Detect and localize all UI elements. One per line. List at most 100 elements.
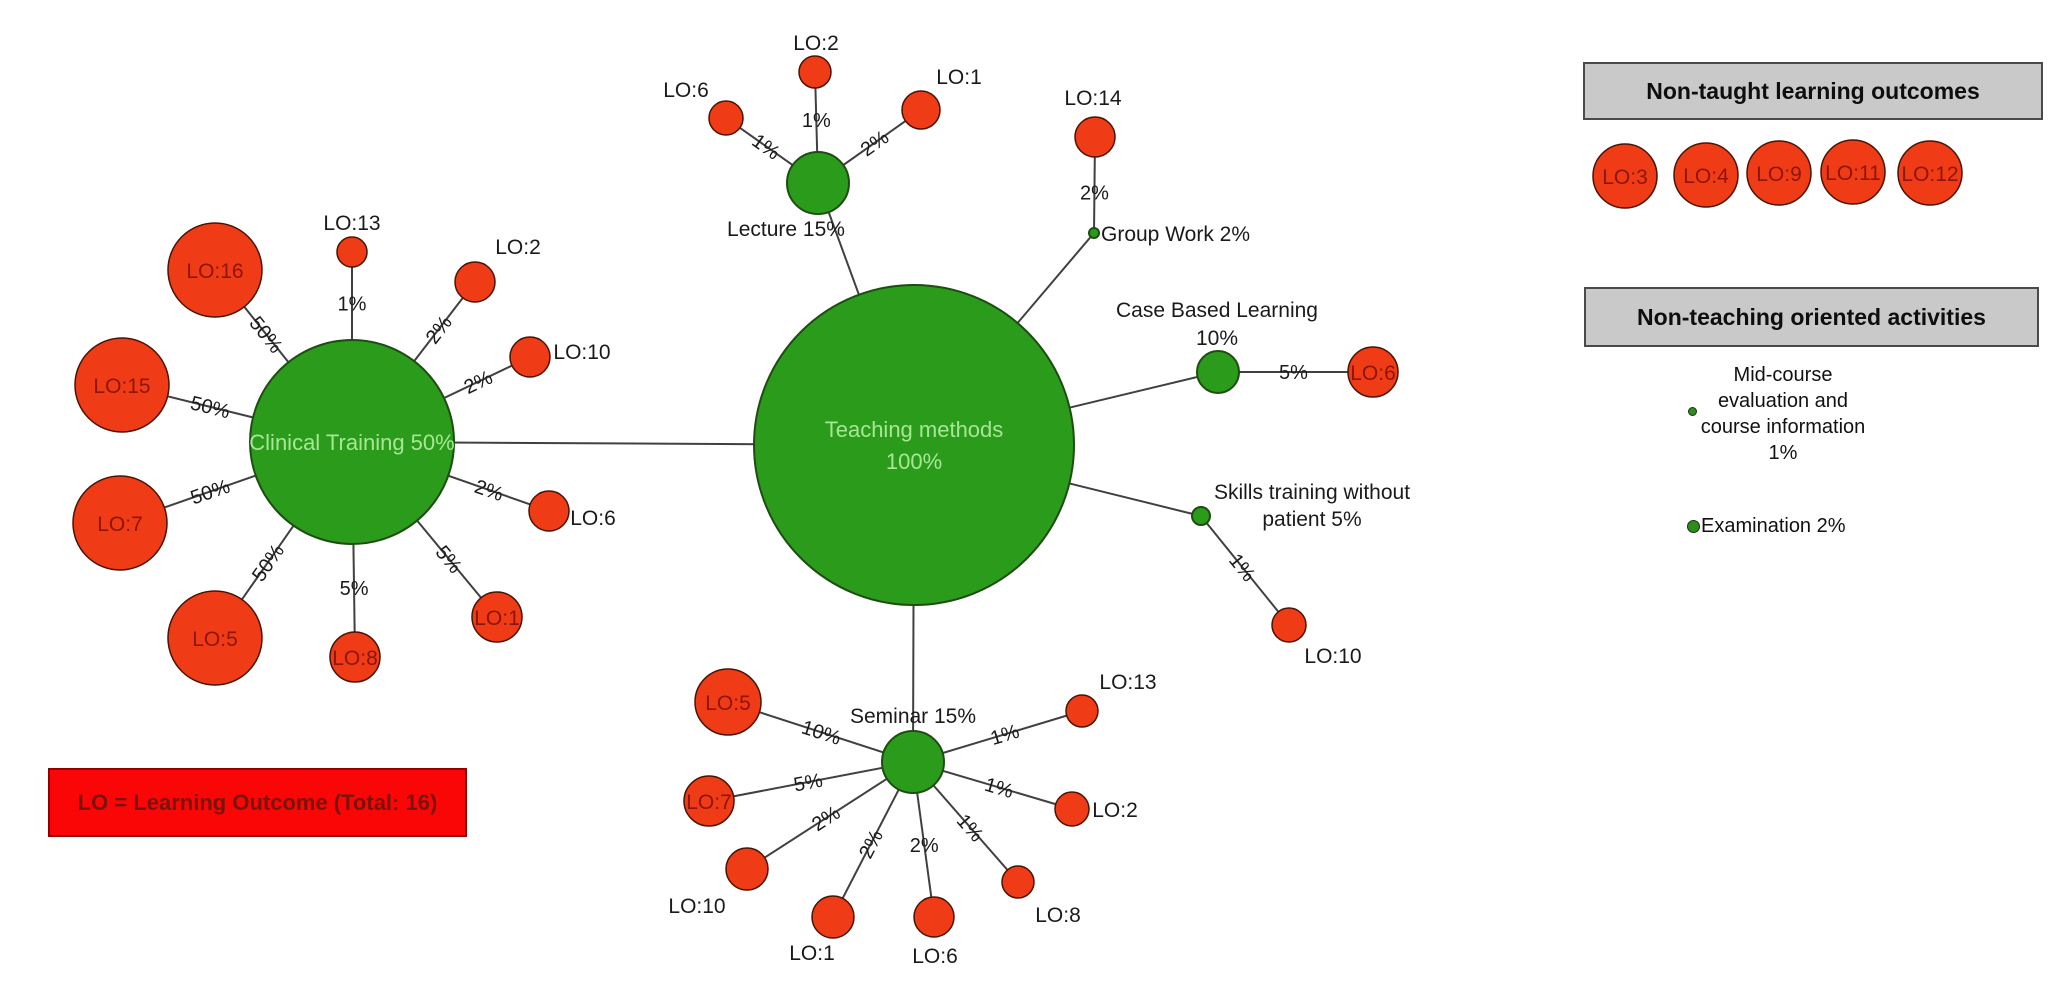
node-c13 [336, 236, 368, 268]
edge-label-clinical-c5: 50% [248, 540, 289, 586]
midcourse-line: Mid-course [1733, 364, 1833, 386]
node-se7 [683, 775, 735, 827]
non-teaching-header-label: Non-teaching oriented activities [1637, 303, 1986, 330]
midcourse-line: course information [1700, 416, 1866, 438]
label-r9: LO:9 [1756, 163, 1802, 186]
edge-label-seminar-se1: 2% [855, 826, 888, 862]
edge-label-clinical-c6: 2% [472, 476, 507, 506]
node-c16 [167, 222, 263, 318]
label-se6: LO:6 [912, 945, 958, 968]
edge-label-seminar-se5: 10% [799, 717, 844, 750]
edge-label-lecture-l1: 2% [857, 126, 893, 161]
edge-label-clinical-c8: 5% [340, 578, 369, 600]
node-r4 [1673, 142, 1739, 208]
label-skills-1: patient 5% [1262, 508, 1361, 531]
label-c16: LO:16 [186, 260, 243, 283]
node-c7 [72, 475, 168, 571]
midcourse-dot-icon [1688, 407, 1697, 416]
edge-label-seminar-se6: 2% [910, 835, 939, 857]
node-skills [1191, 506, 1211, 526]
label-teaching-1: 100% [886, 449, 942, 474]
node-cbl [1196, 350, 1240, 394]
node-l2 [798, 55, 832, 89]
labels-layer: 1%1%2%2%5%1%50%1%2%2%50%50% 2%50%5%5%10%5… [93, 32, 1958, 968]
label-c6: LO:6 [570, 507, 616, 530]
node-c2 [454, 261, 496, 303]
label-l1: LO:1 [936, 66, 982, 89]
node-l1 [901, 90, 941, 130]
label-seminar: Seminar 15% [850, 705, 976, 728]
edge-label-clinical-c13: 1% [338, 294, 367, 316]
edge-label-seminar-se10: 2% [808, 802, 844, 836]
node-c10 [509, 336, 551, 378]
label-c8: LO:8 [332, 647, 378, 670]
label-skills: Skills training without [1214, 481, 1410, 504]
edge-label-clinical-c7: 50% [188, 475, 233, 509]
node-c8 [329, 631, 381, 683]
node-se10 [725, 847, 769, 891]
node-c1 [471, 591, 523, 643]
node-cb6 [1347, 346, 1399, 398]
label-cbl: Case Based Learning [1116, 299, 1318, 322]
label-lecture: Lecture 15% [727, 218, 845, 241]
examination-label: Examination 2% [1701, 514, 1846, 537]
node-se2 [1054, 791, 1090, 827]
node-c5 [167, 590, 263, 686]
label-r12: LO:12 [1901, 163, 1958, 186]
label-groupwork: Group Work 2% [1101, 223, 1250, 246]
label-se8: LO:8 [1035, 904, 1081, 927]
edge-label-lecture-l2: 1% [802, 110, 831, 132]
label-c7: LO:7 [97, 513, 143, 536]
edge-label-seminar-se7: 5% [792, 769, 825, 796]
node-s10 [1271, 607, 1307, 643]
node-se5 [694, 668, 762, 736]
nodes-layer [72, 55, 1963, 939]
edge-seminar-se10 [746, 761, 914, 870]
legend-text: LO = Learning Outcome (Total: 16) [77, 789, 438, 815]
node-se6 [913, 896, 955, 938]
midcourse-activity: Mid-course evaluation and course informa… [1683, 362, 1883, 466]
label-l6: LO:6 [663, 79, 709, 102]
label-c15: LO:15 [93, 375, 150, 398]
label-se13: LO:13 [1099, 671, 1156, 694]
edge-label-clinical-c15: 50% [188, 392, 232, 423]
node-se8 [1001, 865, 1035, 899]
edge-label-clinical-c10: 2% [461, 366, 497, 398]
label-c5: LO:5 [192, 628, 238, 651]
label-cbl-1: 10% [1196, 327, 1238, 350]
label-clinical: Clinical Training 50% [249, 430, 454, 455]
node-clinical [249, 339, 455, 545]
label-teaching: Teaching methods [825, 417, 1004, 442]
label-c13: LO:13 [323, 212, 380, 235]
node-teaching [753, 284, 1075, 606]
node-seminar [881, 730, 945, 794]
label-r3: LO:3 [1602, 166, 1648, 189]
examination-dot-icon [1687, 519, 1700, 533]
edge-label-seminar-se13: 1% [988, 721, 1022, 750]
node-se1 [811, 895, 855, 939]
non-taught-header: Non-taught learning outcomes [1583, 62, 2043, 120]
node-groupwork [1088, 227, 1100, 239]
non-taught-header-label: Non-taught learning outcomes [1646, 77, 1980, 104]
label-se7: LO:7 [686, 791, 732, 814]
label-s10: LO:10 [1304, 645, 1361, 668]
node-c15 [74, 337, 170, 433]
midcourse-percent: 1% [1768, 442, 1798, 464]
label-g14: LO:14 [1064, 87, 1122, 110]
legend-box: LO = Learning Outcome (Total: 16) [48, 768, 467, 837]
label-c1: LO:1 [474, 607, 520, 630]
edge-label-cbl-cb6: 5% [1279, 362, 1308, 384]
label-r4: LO:4 [1683, 165, 1729, 188]
label-se10: LO:10 [668, 895, 725, 918]
label-c10: LO:10 [553, 341, 610, 364]
label-se1: LO:1 [789, 942, 835, 965]
label-se2: LO:2 [1092, 799, 1138, 822]
edge-label-lecture-l6: 1% [748, 130, 784, 165]
node-se13 [1065, 694, 1099, 728]
label-se5: LO:5 [705, 692, 751, 715]
midcourse-line: evaluation and [1717, 390, 1849, 412]
node-g14 [1074, 116, 1116, 158]
label-l2: LO:2 [793, 32, 839, 55]
